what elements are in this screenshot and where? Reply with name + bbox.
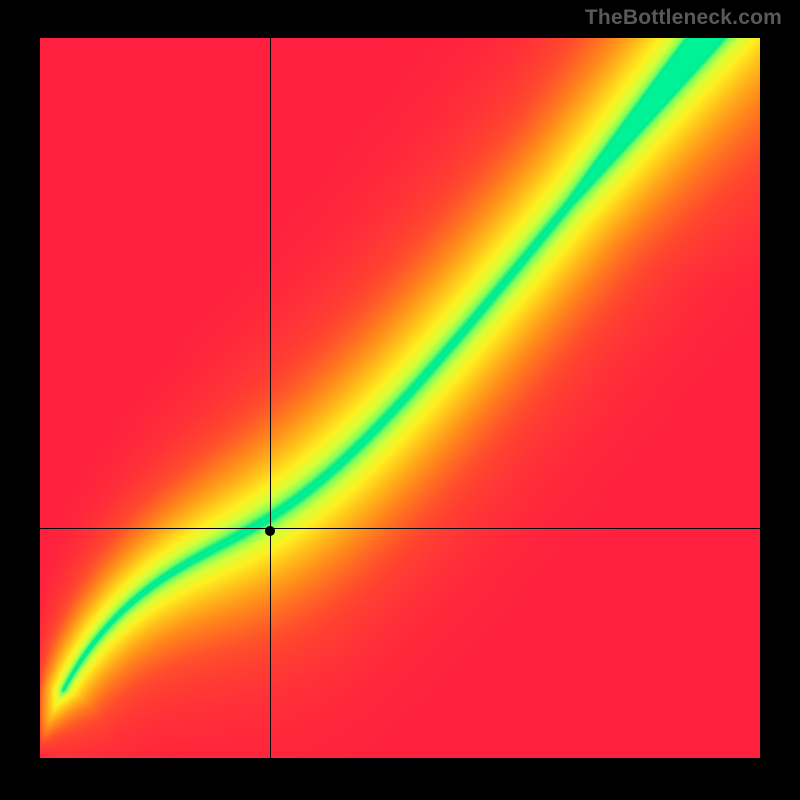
crosshair-vertical [270, 38, 271, 758]
crosshair-horizontal [40, 528, 760, 529]
watermark-text: TheBottleneck.com [585, 6, 782, 30]
bottleneck-heatmap [40, 38, 760, 758]
selected-point-marker [265, 526, 275, 536]
heatmap-canvas [40, 38, 760, 758]
